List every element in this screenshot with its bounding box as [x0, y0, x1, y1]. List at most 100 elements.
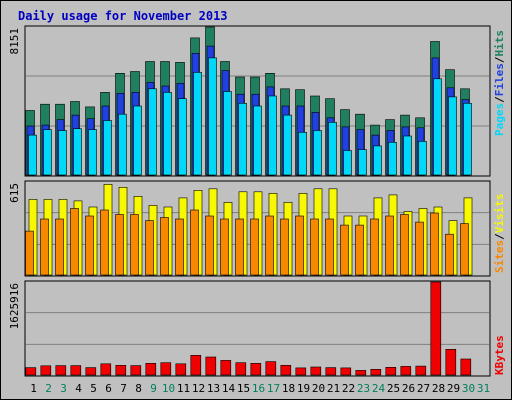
day-label: 11: [177, 382, 190, 395]
bar-pages-day-5: [88, 129, 97, 176]
bar-kbytes-day-29: [445, 348, 457, 376]
bar-sites-day-4: [70, 208, 79, 276]
day-label: 24: [372, 382, 386, 395]
bar-sites-day-16: [250, 218, 259, 276]
day-label: 31: [477, 382, 490, 395]
day-label: 17: [267, 382, 280, 395]
legend-entry: Pages: [493, 103, 506, 136]
legend-visits-sites: Sites/Visits: [493, 194, 506, 274]
legend-entry: /: [493, 96, 506, 103]
bar-pages-day-11: [178, 98, 187, 176]
bar-sites-day-3: [55, 218, 64, 276]
bar-sites-day-8: [130, 214, 139, 276]
bar-pages-day-22: [343, 150, 352, 176]
bar-pages-day-24: [373, 145, 382, 176]
bar-pages-day-21: [328, 122, 337, 176]
chart-title: Daily usage for November 2013: [18, 9, 228, 23]
bar-kbytes-day-24: [370, 368, 382, 376]
bar-kbytes-day-27: [415, 365, 427, 376]
bar-sites-day-15: [235, 218, 244, 276]
bar-pages-day-25: [388, 142, 397, 176]
bar-kbytes-day-28: [430, 281, 442, 376]
bar-sites-day-1: [25, 230, 34, 276]
bar-sites-day-29: [445, 233, 454, 276]
day-label: 8: [135, 382, 142, 395]
bar-sites-day-11: [175, 218, 184, 276]
bar-pages-day-6: [103, 120, 112, 176]
bar-kbytes-day-30: [460, 358, 472, 376]
day-label: 23: [357, 382, 370, 395]
bar-pages-day-12: [193, 72, 202, 176]
bar-pages-day-18: [283, 114, 292, 176]
day-label: 13: [207, 382, 220, 395]
bar-kbytes-day-2: [40, 365, 52, 376]
legend-hits-files-pages: Pages/Files/Hits: [493, 30, 506, 136]
day-label: 27: [417, 382, 430, 395]
bar-kbytes-day-19: [295, 367, 307, 376]
day-label: 1: [30, 382, 37, 395]
bar-pages-day-27: [418, 141, 427, 176]
bar-sites-day-21: [325, 218, 334, 276]
day-label: 9: [150, 382, 157, 395]
bar-pages-day-17: [268, 95, 277, 176]
bar-sites-day-27: [415, 221, 424, 276]
bar-pages-day-8: [133, 105, 142, 176]
legend-kbytes: KBytes: [493, 335, 506, 375]
day-label: 22: [342, 382, 355, 395]
bar-sites-day-30: [460, 223, 469, 276]
day-label: 28: [432, 382, 445, 395]
bar-kbytes-day-11: [175, 363, 187, 376]
y-max-label: 8151: [8, 28, 21, 55]
bar-pages-day-1: [28, 134, 37, 176]
day-label: 29: [447, 382, 460, 395]
bar-pages-day-7: [118, 113, 127, 176]
bar-sites-day-28: [430, 212, 439, 276]
bar-pages-day-28: [433, 78, 442, 176]
day-label: 26: [402, 382, 415, 395]
bar-pages-day-19: [298, 132, 307, 176]
day-label: 15: [237, 382, 250, 395]
bar-sites-day-13: [205, 215, 214, 276]
bar-kbytes-day-4: [70, 365, 82, 376]
y-max-label: 615: [8, 183, 21, 203]
day-label: 12: [192, 382, 205, 395]
day-label: 7: [120, 382, 127, 395]
bar-kbytes-day-17: [265, 361, 277, 376]
bar-kbytes-day-20: [310, 366, 322, 376]
bar-pages-day-10: [163, 92, 172, 176]
bar-kbytes-day-10: [160, 362, 172, 376]
legend-entry: /: [493, 233, 506, 240]
bar-pages-day-2: [43, 129, 52, 176]
day-label: 14: [222, 382, 236, 395]
panel-kbytes: [24, 280, 491, 377]
bar-pages-day-29: [448, 96, 457, 176]
bar-pages-day-3: [58, 130, 67, 176]
bar-sites-day-23: [355, 224, 364, 276]
bar-kbytes-day-15: [235, 362, 247, 376]
bar-sites-day-7: [115, 214, 124, 276]
legend-entry: Visits: [493, 194, 506, 234]
bar-pages-day-23: [358, 149, 367, 176]
bar-pages-day-20: [313, 130, 322, 176]
day-label: 30: [462, 382, 475, 395]
day-label: 21: [327, 382, 340, 395]
bar-kbytes-day-16: [250, 362, 262, 376]
bar-pages-day-16: [253, 105, 262, 176]
bar-kbytes-day-18: [280, 364, 292, 376]
bar-sites-day-9: [145, 220, 154, 276]
bar-pages-day-15: [238, 103, 247, 176]
bar-kbytes-day-6: [100, 363, 112, 376]
y-max-label: 1625916: [8, 283, 21, 329]
bar-sites-day-2: [40, 218, 49, 276]
bar-sites-day-19: [295, 215, 304, 276]
day-label: 3: [60, 382, 67, 395]
day-label: 18: [282, 382, 295, 395]
bar-pages-day-30: [463, 103, 472, 176]
bar-kbytes-day-25: [385, 366, 397, 376]
bar-sites-day-17: [265, 215, 274, 276]
bar-pages-day-14: [223, 91, 232, 176]
bar-kbytes-day-8: [130, 365, 142, 376]
bar-kbytes-day-26: [400, 366, 412, 376]
day-label: 25: [387, 382, 400, 395]
